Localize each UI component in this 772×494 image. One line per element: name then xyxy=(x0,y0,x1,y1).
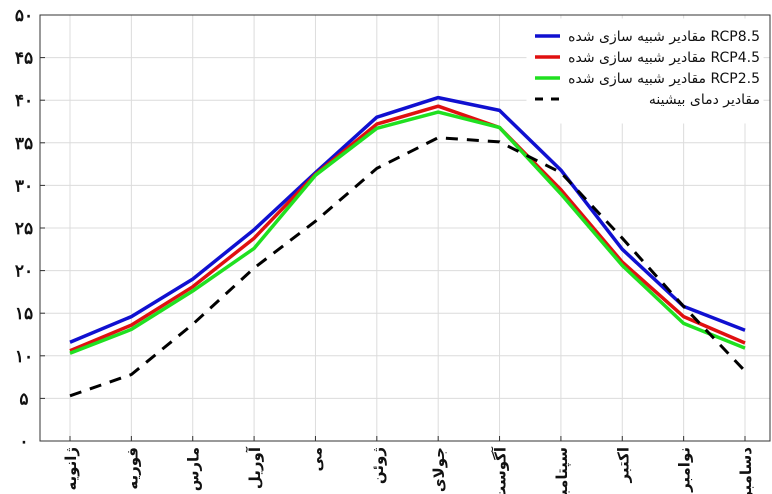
series-line-2 xyxy=(69,110,746,355)
legend-label-1: مقادیر شبیه سازی شده RCP4.5 xyxy=(568,50,760,66)
series-line-1 xyxy=(69,104,746,353)
y-tick-label: ۵ xyxy=(19,389,28,409)
legend-label-3: مقادیر دمای بیشینه xyxy=(649,92,760,108)
x-tick-label: نوامبر xyxy=(676,447,694,493)
x-axis-ticks: ژانویه فوریه مارس آوریل می ژوئن جولای آگوست سپتا… xyxy=(62,436,755,494)
y-tick-label: ۳۰ xyxy=(15,176,33,196)
plot-frame xyxy=(39,14,771,442)
legend-label-0: مقادیر شبیه سازی شده RCP8.5 xyxy=(568,29,760,45)
x-tick-label: دسامبر xyxy=(737,447,755,494)
y-tick-label: ۲۵ xyxy=(15,219,33,239)
x-tick-label: می xyxy=(307,447,325,471)
x-tick-label: آگوست xyxy=(492,446,510,494)
legend-label-2: مقادیر شبیه سازی شده RCP2.5 xyxy=(568,71,760,87)
series-lines xyxy=(69,95,747,398)
legend-box xyxy=(526,18,764,124)
y-tick-label: ۰ xyxy=(19,432,28,452)
y-tick-label: ۳۵ xyxy=(15,134,33,154)
x-tick-label: جولای xyxy=(430,447,448,492)
x-tick-label: ژوئن xyxy=(369,447,387,484)
series-line-3 xyxy=(69,136,747,398)
y-tick-label: ۵۰ xyxy=(15,6,33,26)
legend: مقادیر شبیه سازی شده RCP8.5 مقادیر شبیه س… xyxy=(526,18,764,124)
x-tick-label: مارس xyxy=(185,447,203,491)
y-tick-label: ۱۰ xyxy=(15,347,33,367)
x-tick-label: فوریه xyxy=(123,447,141,490)
y-tick-label: ۲۰ xyxy=(15,262,33,282)
x-tick-label: سپتامبر xyxy=(553,447,572,494)
x-tick-label: ژانویه xyxy=(62,447,80,491)
series-line-0 xyxy=(69,95,746,344)
x-tick-label: اکتبر xyxy=(614,447,632,483)
y-tick-label: ۴۰ xyxy=(15,91,33,111)
x-tick-label: آوریل xyxy=(246,446,264,489)
y-tick-label: ۱۵ xyxy=(15,304,33,324)
y-tick-label: ۴۵ xyxy=(15,49,33,69)
y-axis-ticks: ۰ ۵ ۱۰ ۱۵ ۲۰ ۲۵ ۳۰ ۳۵ ۴۰ ۴۵ ۵۰ xyxy=(15,6,45,452)
